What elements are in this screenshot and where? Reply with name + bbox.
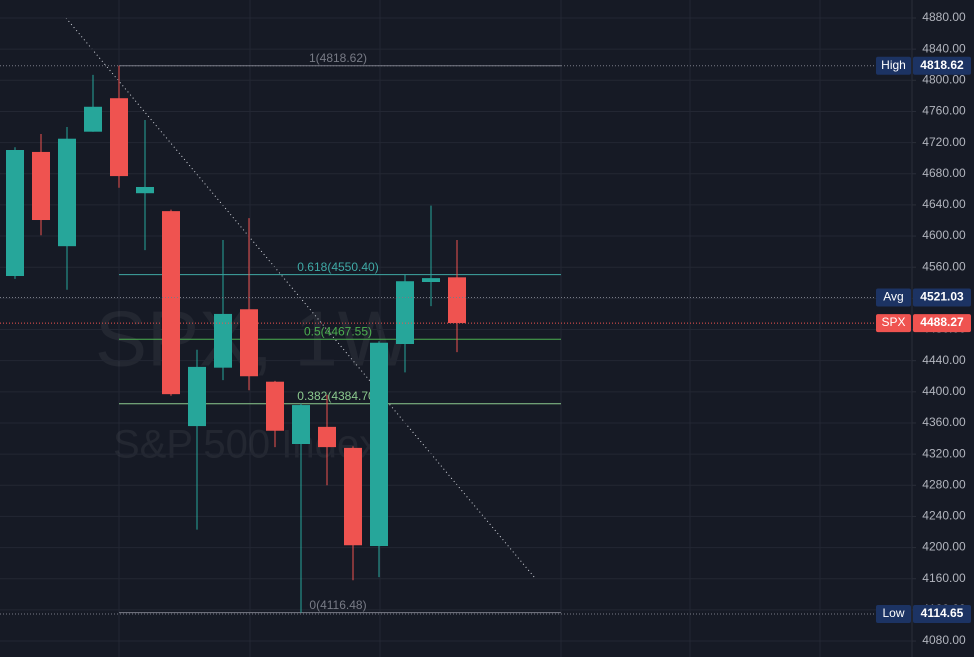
y-tick-label: 4360.00 bbox=[922, 415, 966, 429]
y-tick-label: 4680.00 bbox=[922, 166, 966, 180]
watermark-description: S&P 500 Index bbox=[113, 423, 379, 467]
fib-level-label: 0.5(4467.55) bbox=[304, 324, 372, 338]
fib-level-label: 1(4818.62) bbox=[309, 51, 367, 65]
price-name: Low bbox=[882, 606, 904, 620]
price-value: 4521.03 bbox=[920, 290, 964, 304]
price-value-box bbox=[913, 56, 971, 75]
candle-body bbox=[136, 186, 154, 194]
y-tick-label: 4200.00 bbox=[922, 540, 966, 554]
candle-body bbox=[422, 278, 440, 283]
candle-body bbox=[240, 309, 258, 377]
fib-level-label: 0(4116.48) bbox=[309, 598, 366, 612]
candle-body bbox=[448, 277, 466, 324]
candle-body bbox=[266, 381, 284, 431]
price-name: SPX bbox=[881, 315, 905, 329]
candle-body bbox=[58, 138, 76, 247]
price-value-box bbox=[913, 288, 971, 307]
price-value: 4114.65 bbox=[921, 606, 964, 620]
y-tick-label: 4280.00 bbox=[922, 477, 966, 491]
price-name: High bbox=[881, 58, 906, 72]
candle-body bbox=[292, 405, 310, 444]
y-tick-label: 4880.00 bbox=[922, 10, 966, 24]
y-tick-label: 4320.00 bbox=[922, 446, 966, 460]
price-name-box bbox=[876, 605, 911, 624]
candle-body bbox=[84, 106, 102, 132]
price-value: 4488.27 bbox=[920, 315, 964, 329]
price-name-box bbox=[876, 314, 911, 333]
y-tick-label: 4160.00 bbox=[922, 571, 966, 585]
y-tick-label: 4440.00 bbox=[922, 353, 966, 367]
candle-body bbox=[110, 98, 128, 177]
candle-body bbox=[162, 211, 180, 395]
y-tick-label: 4840.00 bbox=[922, 41, 966, 55]
y-tick-label: 4720.00 bbox=[922, 135, 966, 149]
y-tick-label: 4800.00 bbox=[922, 72, 966, 86]
price-value-box bbox=[913, 314, 971, 333]
y-tick-label: 4560.00 bbox=[922, 259, 966, 273]
fib-level-label: 0.618(4550.40) bbox=[297, 260, 378, 274]
candle-body bbox=[396, 281, 414, 344]
y-tick-label: 4640.00 bbox=[922, 197, 966, 211]
fib-level-label: 0.382(4384.70) bbox=[297, 389, 378, 403]
candle-body bbox=[344, 447, 362, 546]
candle-body bbox=[370, 342, 388, 547]
price-name: Avg bbox=[883, 290, 903, 304]
candle-body bbox=[6, 149, 24, 277]
price-name-box bbox=[876, 288, 911, 307]
candle-body bbox=[32, 151, 50, 221]
y-tick-label: 4080.00 bbox=[922, 633, 966, 647]
trend-line bbox=[65, 17, 536, 579]
y-tick-label: 4400.00 bbox=[922, 384, 966, 398]
y-tick-label: 4760.00 bbox=[922, 104, 966, 118]
candle-body bbox=[318, 426, 336, 448]
candle-body bbox=[214, 313, 232, 368]
price-value: 4818.62 bbox=[920, 58, 964, 72]
y-tick-label: 4600.00 bbox=[922, 228, 966, 242]
y-tick-label: 4240.00 bbox=[922, 509, 966, 523]
price-value-box bbox=[913, 605, 971, 624]
price-name-box bbox=[876, 56, 911, 75]
candle-body bbox=[188, 366, 206, 427]
